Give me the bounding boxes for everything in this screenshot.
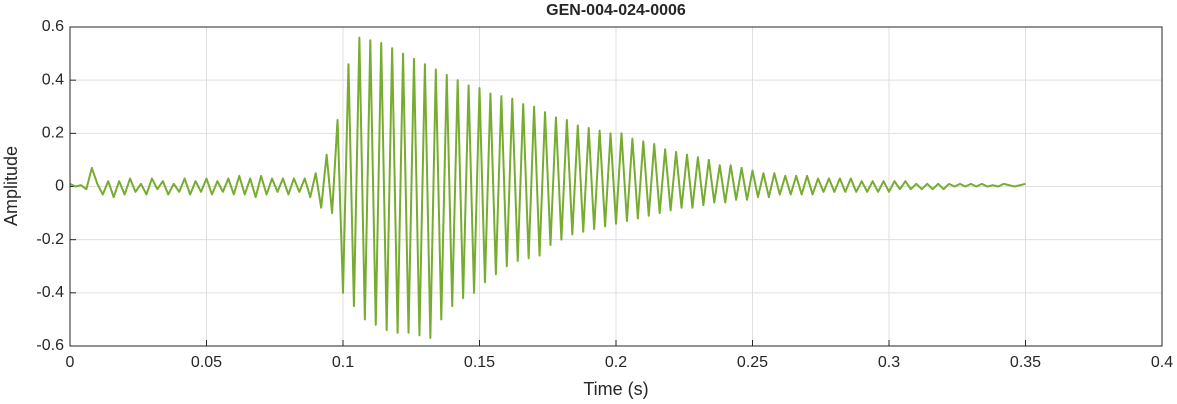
chart-title: GEN-004-024-0006: [546, 2, 686, 19]
x-tick-label: 0.05: [191, 354, 222, 371]
x-tick-label: 0.15: [464, 354, 495, 371]
y-tick-label: -0.6: [36, 337, 64, 354]
x-tick-label: 0.2: [605, 354, 627, 371]
y-tick-label: 0: [55, 178, 64, 195]
x-tick-label: 0.1: [332, 354, 354, 371]
y-tick-label: -0.4: [36, 284, 64, 301]
y-tick-label: 0.2: [42, 125, 64, 142]
y-axis-label: Amplitude: [1, 146, 21, 226]
x-tick-label: 0.35: [1010, 354, 1041, 371]
x-tick-label: 0: [66, 354, 75, 371]
y-tick-label: 0.4: [42, 71, 64, 88]
waveform-line: [69, 36, 1026, 340]
x-tick-label: 0.3: [878, 354, 900, 371]
x-tick-label: 0.4: [1151, 354, 1173, 371]
y-tick-label: 0.6: [42, 18, 64, 35]
x-axis-label: Time (s): [583, 379, 648, 399]
axes-box: [69, 26, 1163, 347]
x-tick-label: 0.25: [737, 354, 768, 371]
y-tick-label: -0.2: [36, 231, 64, 248]
